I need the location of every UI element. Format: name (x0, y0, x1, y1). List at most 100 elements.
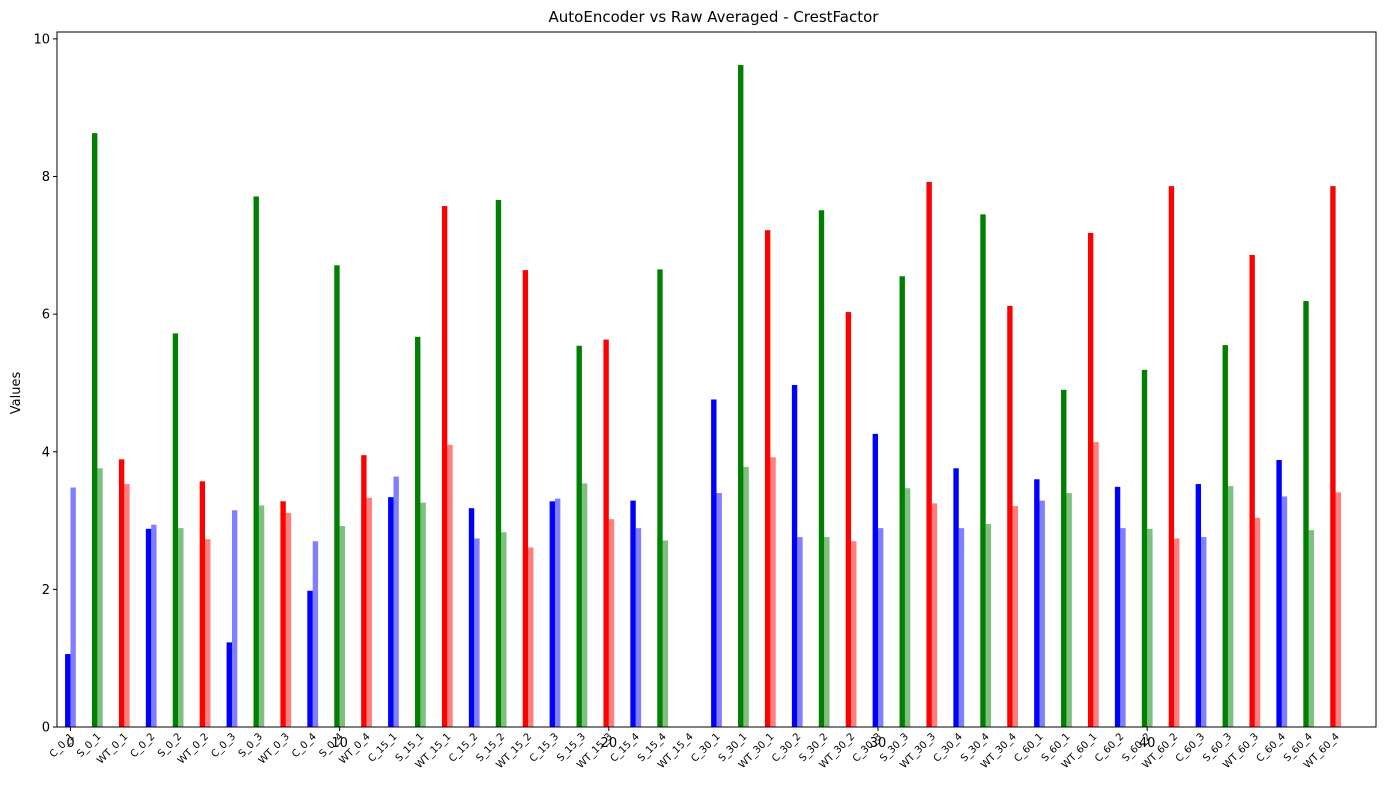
x-axis: 0 10 20 30 40 (66, 727, 1155, 751)
category-label: C_60_2 (1093, 731, 1126, 764)
bar-C_15_1-primary (388, 497, 394, 727)
bar-WT_60_4-secondary (1335, 492, 1341, 727)
bar-WT_60_2-secondary (1174, 538, 1180, 727)
y-tick-label: 6 (42, 308, 50, 323)
bar-WT_30_2-primary (845, 312, 852, 727)
bar-WT_15_2-primary (522, 270, 529, 727)
y-tick-label: 2 (42, 583, 50, 598)
bar-WT_60_3-secondary (1254, 517, 1261, 727)
bar-S_30_3-primary (899, 276, 905, 727)
category-label: C_60_1 (1012, 731, 1045, 764)
bar-S_60_2-primary (1141, 369, 1148, 727)
bar-WT_60_2-primary (1168, 186, 1175, 727)
x-tick-label: 30 (870, 736, 887, 751)
bar-WT_30_4-primary (1007, 305, 1013, 727)
y-axis-label: Values (9, 372, 24, 415)
category-label: C_0_4 (290, 731, 319, 760)
bar-WT_0_3-secondary (285, 513, 292, 727)
bar-C_0_2-secondary (151, 524, 157, 727)
category-label: C_15_2 (447, 731, 480, 764)
bar-S_30_4-primary (980, 214, 986, 728)
bar-S_15_1-primary (415, 336, 421, 727)
bar-C_15_4-primary (630, 500, 636, 727)
category-label: C_60_4 (1255, 731, 1288, 764)
bar-C_60_4-primary (1276, 460, 1282, 727)
y-tick-label: 0 (42, 721, 50, 736)
bar-WT_60_4-primary (1330, 186, 1336, 727)
bar-S_60_3-secondary (1227, 486, 1234, 727)
bar-S_30_1-primary (738, 65, 744, 727)
chart-title: AutoEncoder vs Raw Averaged - CrestFacto… (549, 8, 880, 26)
category-label: C_60_3 (1174, 731, 1207, 764)
bar-C_60_2-secondary (1120, 528, 1126, 727)
y-tick-label: 8 (42, 170, 50, 185)
bar-C_60_3-primary (1195, 484, 1202, 727)
bar-S_0_4-secondary (339, 526, 346, 727)
bar-WT_15_3-primary (603, 339, 609, 727)
bar-S_15_4-primary (657, 269, 663, 727)
bar-C_30_1-primary (711, 399, 717, 727)
bar-C_30_3-secondary (878, 528, 884, 727)
bar-WT_30_3-secondary (931, 503, 938, 727)
bar-S_60_3-primary (1222, 345, 1228, 727)
bar-C_60_1-primary (1034, 479, 1040, 727)
category-label: C_15_3 (528, 731, 561, 764)
bar-S_0_3-primary (253, 196, 259, 727)
bar-C_30_4-primary (953, 468, 959, 727)
bar-C_15_3-primary (549, 501, 555, 727)
bar-C_30_4-secondary (958, 528, 965, 727)
category-label: C_15_1 (366, 731, 399, 764)
bar-WT_30_4-secondary (1012, 506, 1018, 727)
bar-S_15_3-primary (576, 345, 582, 727)
x-tick-label: 40 (1139, 736, 1156, 751)
bar-WT_0_1-secondary (124, 484, 130, 727)
bar-C_0_4-secondary (312, 541, 319, 727)
bar-S_30_1-secondary (743, 466, 749, 727)
bar-C_15_2-primary (468, 508, 475, 727)
bar-C_15_1-secondary (393, 476, 399, 727)
bar-C_0_3-primary (226, 642, 232, 727)
bar-S_15_2-secondary (501, 532, 507, 727)
category-label: C_30_4 (932, 731, 965, 764)
bar-C_30_2-primary (791, 385, 798, 727)
bar-C_15_3-secondary (554, 498, 561, 727)
x-tick-label: 0 (66, 736, 74, 751)
bar-S_60_4-secondary (1308, 530, 1315, 727)
bar-C_60_1-secondary (1039, 500, 1045, 727)
bar-S_15_3-secondary (581, 483, 588, 727)
bar-S_60_1-primary (1061, 389, 1067, 727)
bar-S_60_4-primary (1303, 301, 1309, 727)
bar-C_30_1-secondary (716, 493, 722, 727)
bar-WT_60_3-primary (1249, 254, 1255, 727)
bar-S_0_1-primary (91, 133, 98, 727)
bar-WT_15_1-primary (441, 206, 448, 728)
bar-WT_30_3-primary (926, 182, 932, 727)
bar-S_30_3-secondary (904, 488, 911, 727)
bar-C_60_2-primary (1114, 486, 1121, 727)
category-label: C_0_3 (209, 731, 238, 760)
bar-WT_60_1-primary (1087, 232, 1094, 727)
bar-WT_0_3-primary (280, 501, 286, 727)
x-tick-label: 20 (601, 736, 618, 751)
category-label: C_30_2 (770, 731, 803, 764)
bar-S_0_2-primary (172, 333, 179, 727)
bar-C_0_1-primary (65, 654, 71, 727)
category-labels: C_0_1S_0_1WT_0_1C_0_2S_0_2WT_0_2C_0_3S_0… (48, 731, 1342, 771)
bar-C_30_3-primary (872, 433, 879, 727)
bar-WT_30_1-primary (764, 230, 771, 727)
bar-C_0_4-primary (307, 590, 313, 727)
category-label: C_30_1 (689, 731, 722, 764)
y-axis: 0 2 4 6 8 10 (33, 32, 57, 736)
bar-WT_15_2-secondary (528, 547, 534, 727)
bar-S_0_3-secondary (258, 505, 265, 727)
category-label: C_0_2 (129, 731, 158, 760)
bar-S_15_2-primary (495, 199, 502, 727)
bar-C_30_2-secondary (797, 537, 803, 727)
bar-C_0_3-secondary (231, 510, 238, 727)
bar-S_30_2-secondary (824, 537, 830, 727)
bar-S_15_4-secondary (662, 540, 669, 727)
x-tick-label: 10 (331, 736, 348, 751)
bar-WT_0_4-primary (361, 455, 367, 727)
plot-frame (56, 31, 1377, 728)
